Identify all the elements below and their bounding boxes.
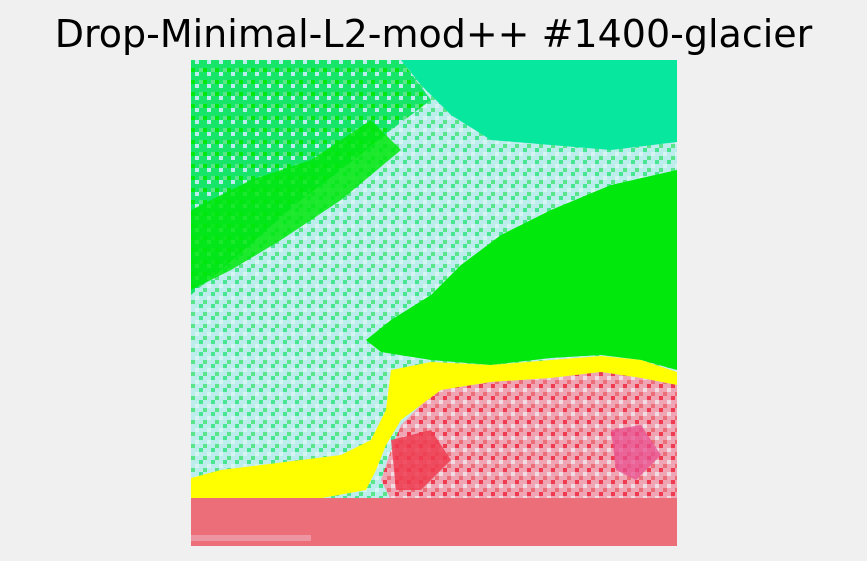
region-teal-sky: [401, 60, 677, 150]
segmentation-image: [191, 60, 677, 546]
region-yellow-boundary: [191, 356, 677, 515]
region-green-band: [191, 120, 401, 290]
figure-title: Drop-Minimal-L2-mod++ #1400-glacier: [54, 12, 813, 56]
region-salmon-strip: [191, 535, 311, 541]
region-magenta-patch: [611, 425, 661, 480]
region-green-glacier: [366, 170, 677, 370]
region-red-patch: [391, 430, 451, 490]
segmentation-map: [191, 60, 677, 546]
region-pink-rock: [381, 372, 677, 500]
